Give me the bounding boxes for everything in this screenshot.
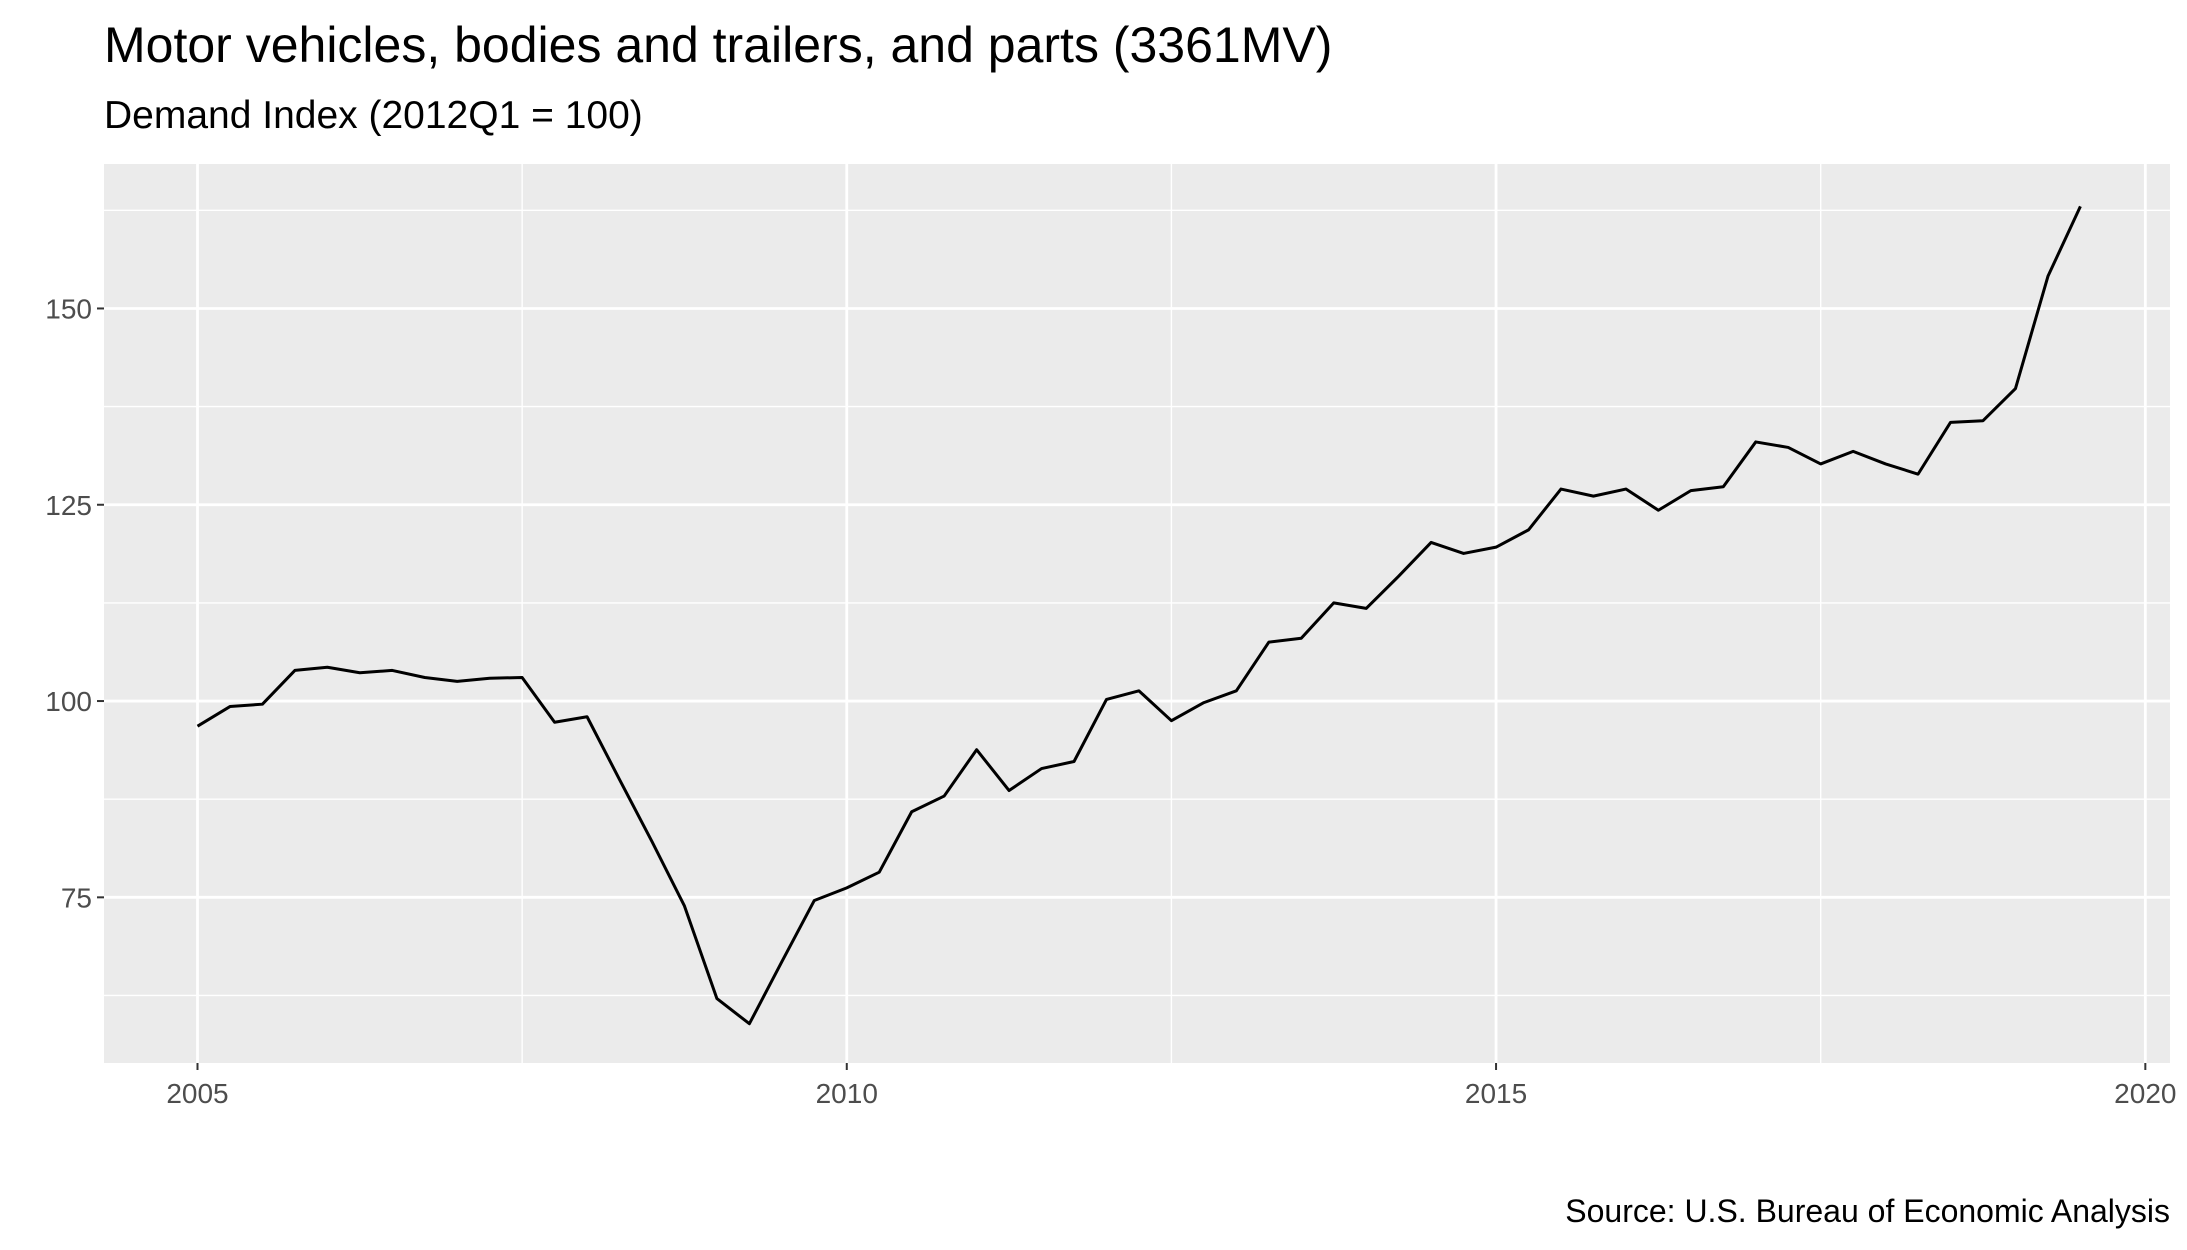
chart-subtitle: Demand Index (2012Q1 = 100) (104, 94, 643, 137)
x-tick-label: 2010 (816, 1078, 878, 1109)
y-tick-label: 75 (61, 882, 92, 913)
data-line (196, 205, 2082, 1026)
x-tick-label: 2005 (166, 1078, 228, 1109)
y-tick-label: 150 (45, 293, 92, 324)
x-tick-label: 2015 (1465, 1078, 1527, 1109)
chart-title: Motor vehicles, bodies and trailers, and… (104, 17, 1332, 73)
x-tick-label: 2020 (2114, 1078, 2176, 1109)
y-tick-label: 125 (45, 490, 92, 521)
source-caption: Source: U.S. Bureau of Economic Analysis (1565, 1193, 2170, 1229)
y-tick-label: 100 (45, 686, 92, 717)
plot-panel (104, 164, 2170, 1063)
